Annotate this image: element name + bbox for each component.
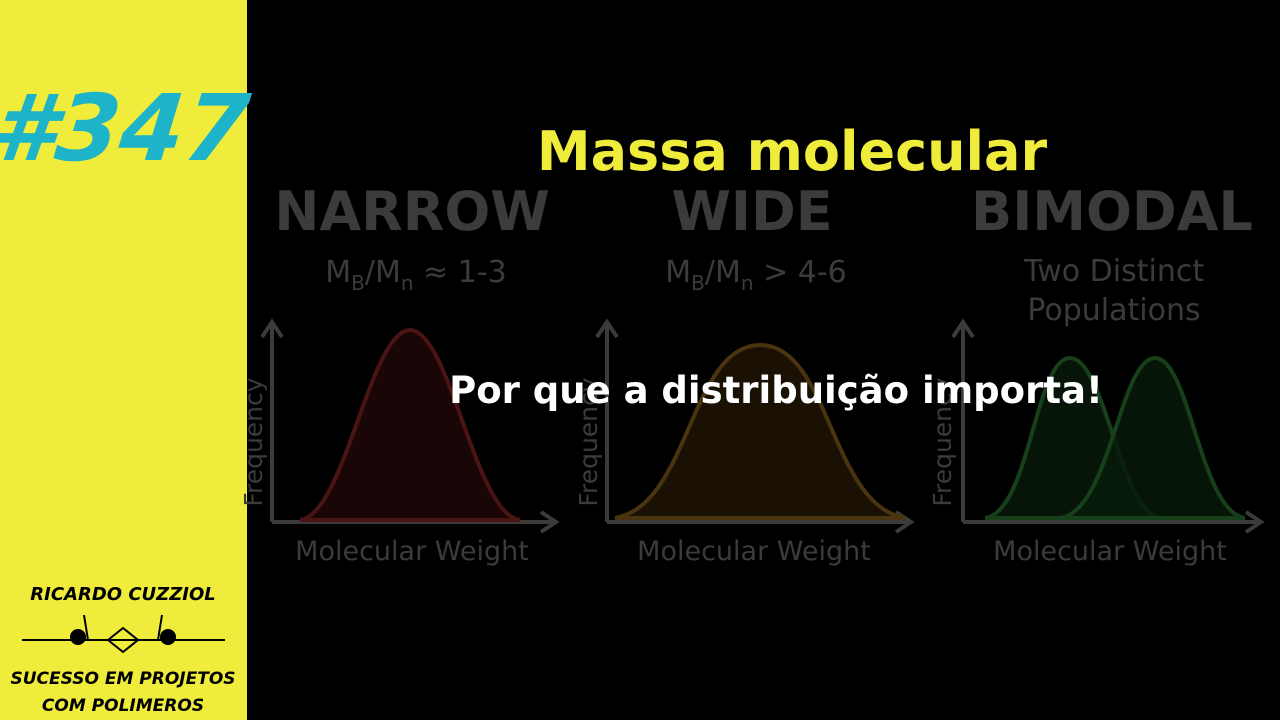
text-part: > 4-6 [754, 255, 847, 290]
text-part: B [691, 271, 705, 295]
y-axis-label: Frequency [928, 377, 957, 506]
brand-tagline: SUCESSO EM PROJETOS [10, 669, 235, 689]
brand-tagline: COM POLIMEROS [42, 696, 204, 716]
panel-title: NARROW [274, 180, 550, 243]
x-axis-label: Molecular Weight [993, 536, 1227, 567]
text-part: n [741, 271, 754, 295]
brand-logo [22, 614, 225, 654]
panel-title: BIMODAL [971, 180, 1253, 243]
title: Massa molecular [537, 120, 1048, 183]
distribution-curve [614, 342, 906, 520]
text-part: /M [705, 255, 741, 290]
text-part: ≈ 1-3 [414, 255, 507, 290]
text-part: B [351, 271, 365, 295]
brand-name: RICARDO CUZZIOL [30, 584, 215, 605]
panel-line: Two Distinct [1023, 254, 1204, 289]
sidebar [0, 0, 247, 720]
text-part: M [325, 255, 351, 290]
episode-number: #347 [0, 74, 254, 182]
subtitle: Por que a distribuição importa! [449, 369, 1103, 412]
distribution-curve [299, 327, 521, 522]
y-axis-label: Frequency [239, 377, 268, 506]
text-part: n [401, 271, 414, 295]
y-axis-label: Frequency [574, 377, 603, 506]
distribution-curve [1059, 355, 1246, 520]
text-part: /M [365, 255, 401, 290]
axes [951, 318, 1265, 534]
panel-ratio: MB/Mn ≈ 1-3 [325, 255, 507, 295]
x-axis-label: Molecular Weight [295, 536, 529, 567]
text-part: M [665, 255, 691, 290]
x-axis-label: Molecular Weight [637, 536, 871, 567]
panel-title: WIDE [671, 180, 832, 243]
panel-line: Populations [1027, 293, 1200, 328]
panel-ratio: MB/Mn > 4-6 [665, 255, 847, 295]
